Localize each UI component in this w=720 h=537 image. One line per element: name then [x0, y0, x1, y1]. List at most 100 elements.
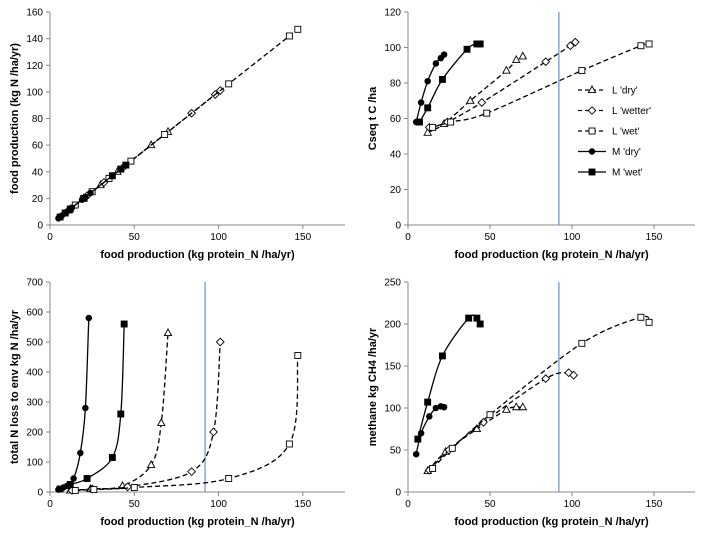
chart-nloss: 0 50 100 150 0 100 200 300 400 500 600 700 food prod… [9, 278, 345, 528]
data-point [518, 402, 528, 411]
data-point [70, 475, 77, 482]
data-point [465, 95, 475, 104]
y-tick-label: 80 [32, 114, 44, 125]
x-axis-label: food production (kg protein_N /ha/yr) [454, 516, 649, 528]
y-axis-label: total N loss to env kg N /ha/yr [9, 309, 21, 464]
legend-entry-L-wet: L 'wet' [578, 127, 639, 138]
series-L-wet [429, 40, 653, 131]
chart-food-n: 0 50 100 150 0 20 40 60 80 100 120 140 160 food produ… [9, 8, 345, 261]
y-tick-label: 100 [26, 87, 43, 98]
x-tick-label: 0 [47, 499, 53, 510]
y-tick-label: 200 [384, 320, 401, 331]
legend-marker [587, 106, 597, 115]
data-point [117, 410, 125, 418]
data-point [448, 444, 456, 452]
data-point [440, 403, 448, 411]
data-point [429, 123, 437, 131]
x-tick-label: 0 [47, 232, 53, 243]
y-tick-label: 0 [37, 488, 43, 499]
series-M-wet [416, 40, 484, 126]
x-axis-label: food production (kg protein_N /ha/yr) [454, 249, 649, 261]
data-point [82, 404, 89, 412]
x-axis-label: food production (kg protein_N /ha/yr) [100, 249, 295, 261]
data-point [161, 131, 169, 138]
data-point [156, 418, 166, 427]
y-tick-label: 250 [384, 278, 401, 289]
data-point [423, 127, 433, 136]
data-point [570, 37, 580, 47]
series-L-dry [423, 51, 528, 136]
data-point [123, 482, 132, 492]
data-point [209, 427, 218, 437]
legend-marker [588, 148, 596, 155]
legend-entry-L-dry: L 'dry' [578, 85, 638, 97]
chart-methane: 0 50 100 150 0 50 100 150 200 250 food production … [367, 278, 695, 528]
data-point [416, 118, 423, 126]
x-tick-label: 0 [405, 232, 411, 243]
legend-entry-M-dry: M 'dry' [578, 147, 641, 158]
data-point [66, 205, 74, 213]
x-tick-label: 50 [484, 499, 496, 510]
data-point [486, 411, 494, 419]
legend-marker [588, 168, 596, 176]
data-point [90, 486, 98, 494]
y-tick-label: 20 [32, 194, 44, 205]
data-point [417, 99, 425, 106]
y-tick-label: 160 [26, 8, 43, 19]
data-point [483, 109, 491, 117]
y-tick-label: 700 [26, 278, 43, 289]
legend-entry-M-wet: M 'wet' [578, 168, 643, 179]
series-L-wet [429, 313, 653, 472]
data-point [476, 320, 484, 328]
data-point [85, 314, 93, 322]
data-point [541, 57, 551, 67]
data-point [71, 487, 79, 494]
legend-marker [588, 127, 596, 135]
data-point [447, 118, 455, 126]
data-point [518, 51, 528, 60]
x-tick-label: 100 [210, 232, 227, 243]
data-point [56, 485, 64, 493]
data-point [502, 404, 511, 413]
data-point [225, 475, 233, 482]
x-tick-label: 50 [129, 232, 141, 243]
y-tick-label: 50 [390, 446, 402, 457]
y-tick-label: 140 [26, 34, 43, 45]
y-tick-label: 40 [390, 150, 402, 161]
data-point [187, 467, 197, 477]
series-L-wet [71, 352, 302, 494]
data-point [120, 320, 128, 328]
data-point [426, 413, 433, 420]
data-point [108, 172, 116, 180]
x-tick-label: 150 [646, 232, 663, 243]
data-point [465, 314, 473, 322]
x-tick-label: 100 [564, 499, 581, 510]
data-point [578, 339, 586, 347]
y-tick-label: 60 [32, 141, 44, 152]
y-tick-label: 60 [390, 114, 402, 125]
legend-label: M 'wet' [612, 168, 643, 179]
x-tick-label: 100 [210, 499, 227, 510]
y-tick-label: 200 [26, 428, 43, 439]
y-tick-label: 100 [384, 43, 401, 54]
y-tick-label: 400 [26, 368, 43, 379]
data-point [637, 313, 645, 321]
legend-label: L 'dry' [612, 86, 638, 97]
y-tick-label: 40 [32, 167, 44, 178]
data-point [473, 314, 481, 322]
y-tick-label: 20 [390, 185, 402, 196]
x-tick-label: 0 [405, 499, 411, 510]
data-point [294, 25, 302, 33]
y-tick-label: 120 [384, 8, 401, 19]
data-point [66, 481, 74, 488]
x-tick-label: 100 [564, 232, 581, 243]
data-point [424, 77, 431, 85]
data-point [61, 209, 69, 217]
x-tick-label: 150 [295, 499, 312, 510]
data-point [569, 370, 579, 380]
data-point [117, 165, 125, 173]
data-point [77, 449, 84, 457]
data-point [294, 352, 302, 359]
data-point [424, 104, 432, 112]
data-point [645, 40, 653, 48]
